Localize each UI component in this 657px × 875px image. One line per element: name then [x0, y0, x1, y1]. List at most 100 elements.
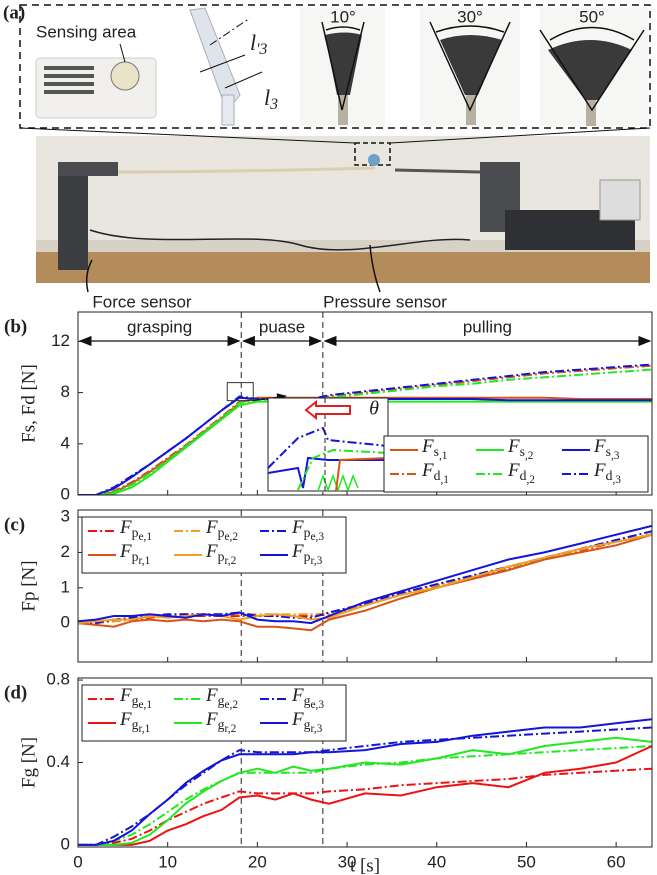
- zoom-rect: [226, 382, 254, 402]
- rod: [394, 168, 481, 174]
- inset-line: [267, 426, 389, 469]
- lines: [78, 524, 652, 632]
- legend-label: Fpr,1: [119, 541, 151, 566]
- panel-label: (d): [4, 682, 27, 703]
- legend-label: Fpr,2: [205, 541, 237, 566]
- tube: [189, 7, 241, 106]
- dim-line: [199, 54, 246, 73]
- string: [117, 166, 376, 174]
- y-tick-label: 12: [51, 331, 70, 350]
- chart: 0 10 20 30 40 50 60 0 0.4 0.8 Fge,1 Fge,2 Fge,3 Fgr,1…: [4, 670, 653, 875]
- legend-box: [383, 435, 649, 493]
- y-tick-label: 8: [61, 382, 70, 401]
- cable: [89, 229, 471, 251]
- controller: [599, 179, 641, 221]
- legend-label: Fge,3: [291, 685, 324, 710]
- y-tick-label: 3: [61, 507, 70, 526]
- x-tick-label: 40: [427, 852, 446, 871]
- legend-label: Fgr,1: [119, 709, 151, 734]
- legend-label: Fge,2: [205, 685, 238, 710]
- legend-label: Fd,3: [593, 460, 621, 485]
- y-tick-label: 0: [61, 613, 70, 632]
- legend-label: Fge,1: [119, 685, 152, 710]
- legend-label: Fgr,3: [291, 709, 323, 734]
- y-tick-label: 0: [61, 484, 70, 503]
- inset-line: [297, 448, 389, 491]
- zoom-line: [19, 127, 356, 144]
- chart: 0 1 2 3 Fpe,1 Fpe,2 Fpe,3 Fpr,1 Fpr,2 Fpr,3 Fp [N]…: [4, 507, 653, 663]
- series-line: [78, 363, 652, 495]
- x-tick-label: 30: [338, 852, 357, 871]
- sensing-circle: [110, 61, 140, 91]
- legend-label: Fgr,2: [205, 709, 237, 734]
- phase-label: puase: [259, 317, 305, 336]
- legend-box: [81, 684, 347, 742]
- cone-images: [300, 8, 648, 126]
- force-stand: [58, 162, 88, 270]
- series-line: [78, 745, 652, 846]
- force-arm: [58, 162, 118, 176]
- leader: [369, 244, 381, 293]
- lines: [78, 718, 652, 846]
- series-line: [78, 524, 652, 625]
- y-tick-label: 0: [61, 834, 70, 853]
- series-line: [78, 368, 652, 495]
- axes-frame: [77, 311, 653, 496]
- axes-frame: [77, 509, 653, 663]
- legend-label: Fs,1: [421, 436, 448, 461]
- x-tick-label: 0: [73, 852, 82, 871]
- angle-label: 10°: [330, 7, 356, 26]
- leader: [119, 43, 126, 63]
- tube-tip: [221, 94, 235, 126]
- x-tick-label: 20: [248, 852, 267, 871]
- y-tick-label: 0.4: [46, 752, 70, 771]
- y-tick-label: 4: [61, 433, 70, 452]
- angle-label: 50°: [579, 7, 605, 26]
- y-tick-label: 2: [61, 542, 70, 561]
- pressure-sensor-label: Pressure sensor: [323, 292, 447, 311]
- force-sensor-label: Force sensor: [92, 292, 192, 311]
- sensing-area-label: Sensing area: [36, 22, 137, 41]
- x-tick-label: 50: [517, 852, 536, 871]
- series-line: [78, 533, 652, 632]
- legend-label: Fpe,2: [205, 517, 238, 542]
- panel-label: (c): [4, 514, 25, 535]
- panel-a: (a) Sensing area l'3 l3 10° 30° 50° Forc…: [3, 2, 651, 311]
- table: [36, 252, 650, 283]
- x-tick-label: 60: [607, 852, 626, 871]
- inset-line: [335, 457, 389, 492]
- legend-box: [81, 516, 347, 574]
- y-axis-label: Fg [N]: [18, 737, 39, 788]
- y-tick-label: 1: [61, 577, 70, 596]
- y-axis-label: Fp [N]: [18, 560, 39, 611]
- y-tick-label: 0.8: [46, 670, 70, 689]
- theta-arrow: [304, 399, 351, 421]
- length-label: l'3: [250, 30, 268, 58]
- sensor-pads: [44, 66, 94, 94]
- legend-label: Fs,3: [593, 436, 620, 461]
- legend-label: Fs,2: [507, 436, 534, 461]
- legend-label: Fd,2: [507, 460, 535, 485]
- y-axis-label: Fs, Fd [N]: [18, 364, 39, 443]
- theta-label: θ: [369, 398, 379, 420]
- series-line: [78, 364, 652, 495]
- length-label: l3: [264, 85, 278, 113]
- legend-label: Fpe,3: [291, 517, 324, 542]
- series-line: [78, 736, 652, 846]
- phase-label: grasping: [127, 317, 192, 336]
- panel-label: (a): [3, 2, 25, 23]
- leader: [85, 259, 93, 293]
- table-edge: [36, 240, 650, 252]
- series-line: [78, 718, 652, 846]
- axes-frame: [77, 677, 653, 848]
- x-axis-label: t [s]: [350, 855, 380, 875]
- cone: [368, 154, 380, 166]
- series-line: [78, 745, 652, 846]
- zoom-line: [389, 127, 651, 144]
- x-tick-label: 10: [158, 852, 177, 871]
- dim-line: [224, 71, 263, 89]
- legend-label: Fd,1: [421, 460, 449, 485]
